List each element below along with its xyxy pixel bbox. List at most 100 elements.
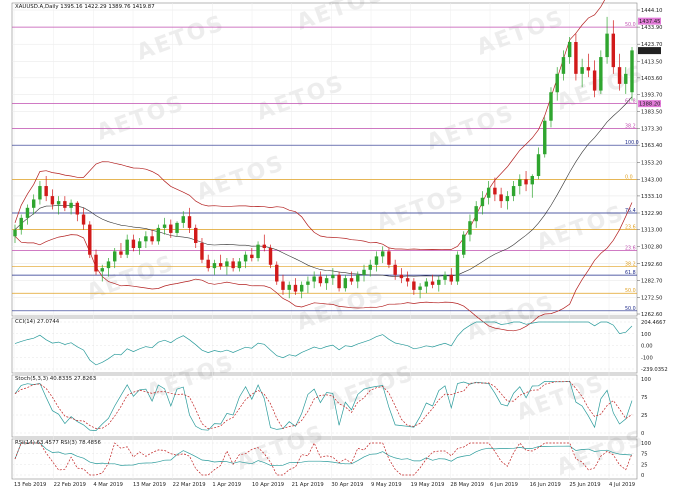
fib-level-label: 38.2: [625, 261, 636, 267]
price-tick-label: 1433.90: [641, 25, 662, 31]
candle-body: [169, 224, 173, 233]
watermark-text: AETOS: [134, 11, 229, 66]
candle-body: [119, 251, 123, 255]
candle-body: [324, 278, 329, 284]
candle-body: [13, 229, 17, 237]
candle-body: [200, 242, 204, 260]
date-tick-label: 22 Feb 2019: [54, 482, 86, 488]
candle-body: [150, 236, 154, 242]
date-tick-label: 6 Jun 2019: [490, 482, 518, 488]
candle-body: [418, 286, 422, 290]
candle-body: [356, 274, 360, 282]
watermark-text: AETOS: [94, 91, 189, 146]
candle-body: [561, 57, 566, 74]
candle-body: [362, 269, 366, 275]
price-tick-label: 1262.60: [641, 312, 662, 318]
candle-body: [518, 179, 522, 187]
indicator-tick-label: 100: [641, 441, 651, 447]
watermark-text: AETOS: [424, 101, 519, 156]
indicator-tick-label: 0.00: [641, 344, 653, 350]
candle-body: [287, 284, 291, 290]
candle-body: [175, 222, 179, 233]
candle-body: [624, 73, 628, 84]
date-tick-label: 16 Jun 2019: [530, 482, 561, 488]
indicator-tick-label: 100: [641, 332, 651, 338]
fib-level-label: 61.8: [625, 270, 636, 276]
candle-body: [50, 196, 55, 205]
candle-body: [549, 92, 553, 121]
candle-body: [88, 224, 92, 255]
fib-level-label: 38.2: [625, 124, 636, 130]
candle-body: [412, 281, 416, 290]
candle-body: [262, 244, 267, 249]
candle-body: [187, 216, 192, 228]
candle-body: [275, 264, 279, 282]
rsi3-line: [14, 442, 633, 476]
candle-body: [181, 216, 185, 223]
candle-body: [144, 236, 148, 242]
candle-body: [617, 67, 622, 84]
candle-body: [630, 50, 634, 93]
candle-body: [486, 187, 491, 198]
candle-body: [449, 274, 453, 282]
watermark-text: AETOS: [374, 181, 469, 236]
indicator-tick-label: -239.0352: [641, 367, 668, 373]
price-tag-label: 1437.45: [639, 19, 660, 25]
candle-body: [19, 217, 23, 230]
stoch-signal-line: [14, 381, 633, 430]
candle-body: [63, 201, 67, 208]
candle-body: [393, 264, 397, 275]
date-tick-label: 30 Apr 2019: [331, 482, 363, 488]
rsi14-line: [14, 442, 633, 467]
price-tag: [638, 100, 661, 108]
candle-body: [81, 214, 86, 225]
candle-body: [156, 227, 161, 242]
candle-body: [250, 254, 254, 259]
indicator-tick-label: 25: [641, 413, 648, 419]
price-tick-label: 1363.40: [641, 143, 662, 149]
candle-body: [137, 241, 142, 249]
price-tick-label: 1302.80: [641, 245, 662, 251]
watermark-text: AETOS: [144, 351, 239, 406]
candle-body: [580, 67, 584, 74]
candle-body: [455, 254, 460, 282]
fib-level-label: 100.0: [625, 140, 639, 146]
watermark-text: AETOS: [534, 201, 629, 256]
date-tick-label: 10 Apr 2019: [252, 482, 284, 488]
price-tick-label: 1292.60: [641, 262, 662, 268]
cci-line: [14, 321, 633, 366]
candle-body: [599, 57, 603, 91]
candle-body: [312, 276, 316, 282]
candle-body: [474, 206, 478, 222]
candle-body: [237, 261, 242, 269]
candle-body: [437, 279, 441, 285]
indicator-label: RSI(14) 63.4577 RSI(3) 78.4856: [15, 440, 102, 446]
candle-body: [349, 278, 354, 282]
candle-body: [106, 261, 111, 269]
chart-title: XAUUSD.A,Daily 1395.16 1422.29 1389.76 1…: [15, 4, 155, 10]
date-tick-label: 4 Jul 2019: [609, 482, 635, 488]
candle-body: [231, 261, 235, 269]
price-tag: [638, 17, 661, 25]
candle-body: [281, 281, 285, 290]
candle-body: [293, 284, 298, 292]
candle-body: [212, 263, 217, 269]
fib-level-label: 23.6: [625, 225, 636, 231]
candle-body: [44, 186, 48, 197]
price-tick-label: 1343.00: [641, 177, 662, 183]
candle-body: [69, 202, 73, 208]
fib-level-label: 23.6: [625, 246, 636, 252]
candle-body: [611, 33, 616, 68]
fib-level-label: 0.0: [625, 174, 633, 180]
candle-body: [387, 251, 391, 265]
price-tick-label: 1444.10: [641, 8, 662, 14]
candle-body: [337, 274, 341, 289]
candle-body: [206, 259, 210, 269]
candle-body: [468, 221, 472, 235]
date-tick-label: 9 May 2019: [371, 482, 402, 488]
candle-body: [194, 227, 198, 243]
candle-body: [38, 186, 42, 200]
indicator-tick-label: -100: [641, 355, 653, 361]
bollinger-upper-line: [14, 0, 606, 250]
candle-body: [162, 224, 167, 228]
